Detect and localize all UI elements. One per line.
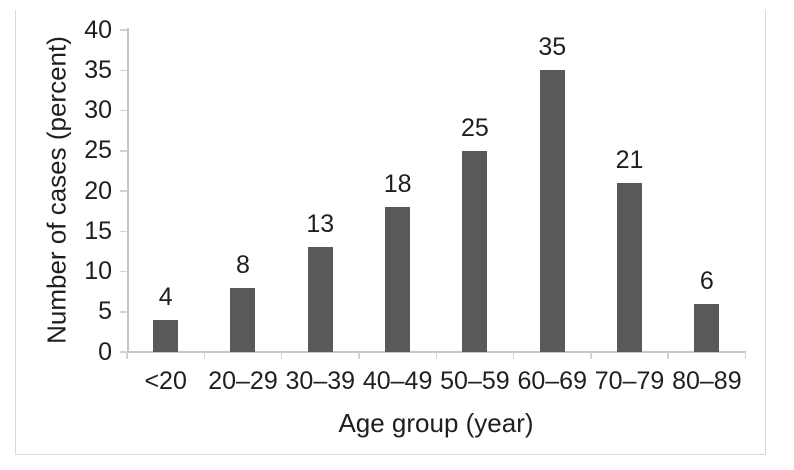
x-tick-label: 60–69 <box>517 367 587 395</box>
bar <box>153 319 179 352</box>
bar-value-label: 25 <box>461 113 489 142</box>
x-axis-title: Age group (year) <box>338 408 534 438</box>
x-axis-tick <box>435 352 437 359</box>
y-axis-tick <box>120 351 127 353</box>
bar-value-label: 4 <box>158 282 173 311</box>
bar <box>694 303 720 352</box>
bar <box>230 287 256 352</box>
x-tick-label: 40–49 <box>362 367 433 395</box>
bar <box>539 70 565 352</box>
chart-border <box>15 10 766 455</box>
y-tick-label: 30 <box>84 96 112 124</box>
bar-value-label: 8 <box>236 250 250 279</box>
x-axis-tick <box>203 352 206 359</box>
y-axis-tick <box>120 190 127 192</box>
bar-value-label: 35 <box>538 33 567 62</box>
y-tick-label: 0 <box>98 337 112 366</box>
bar <box>462 150 488 352</box>
x-axis-tick <box>512 352 515 359</box>
y-tick-label: 15 <box>84 216 112 245</box>
x-tick-label: 20–29 <box>208 367 278 395</box>
bar-value-label: 21 <box>615 145 644 174</box>
y-axis-tick <box>120 69 127 71</box>
x-tick-label: 50–59 <box>440 367 510 395</box>
y-tick-label: 40 <box>84 15 112 44</box>
bar <box>617 182 643 352</box>
x-axis-tick <box>126 352 128 359</box>
x-tick-label: <20 <box>144 367 187 395</box>
bar-value-label: 18 <box>383 170 412 199</box>
x-axis-tick <box>358 352 360 359</box>
y-axis-tick <box>120 109 127 112</box>
bar-value-label: 6 <box>699 266 714 295</box>
x-axis-tick <box>590 352 592 359</box>
bar <box>307 247 333 352</box>
y-tick-label: 20 <box>84 176 112 205</box>
x-axis-tick <box>744 352 747 359</box>
bar <box>385 207 411 352</box>
x-axis-tick <box>280 352 283 359</box>
y-axis-tick <box>120 311 127 313</box>
y-axis-line <box>127 28 129 352</box>
y-tick-label: 25 <box>84 136 112 165</box>
x-tick-label: 30–39 <box>285 367 356 395</box>
y-tick-label: 10 <box>84 257 112 285</box>
y-tick-label: 5 <box>98 297 112 326</box>
y-axis-tick <box>120 150 127 152</box>
bar-value-label: 13 <box>306 210 335 239</box>
x-tick-label: 70–79 <box>594 367 665 395</box>
y-tick-label: 35 <box>84 55 112 84</box>
x-tick-label: 80–89 <box>672 367 742 395</box>
y-axis-tick <box>120 29 127 31</box>
x-axis-tick <box>667 352 669 359</box>
y-axis-tick <box>120 270 127 273</box>
y-axis-tick <box>120 230 127 232</box>
x-axis-line <box>127 351 746 353</box>
